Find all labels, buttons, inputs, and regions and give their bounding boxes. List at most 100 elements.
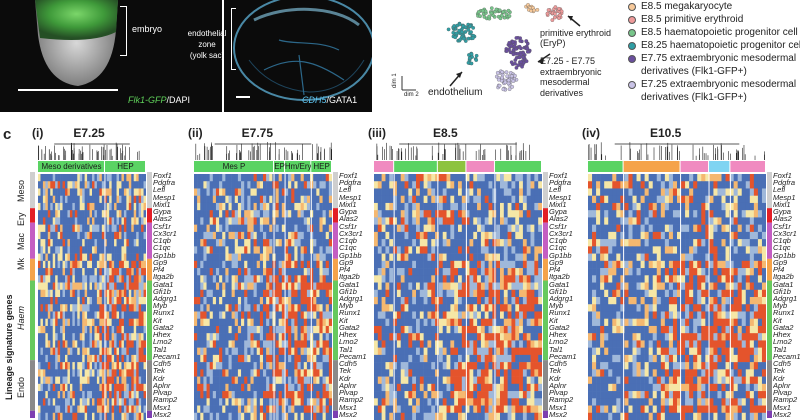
heatmap-cell: [124, 384, 127, 392]
heatmap-cell: [288, 181, 291, 189]
heatmap-cell: [538, 275, 542, 283]
heatmap-cell: [136, 181, 139, 189]
heatmap-cell: [389, 290, 393, 298]
heatmap-cell: [263, 406, 266, 414]
heatmap-cell: [326, 196, 329, 204]
heatmap-cell: [263, 246, 266, 254]
heatmap-cell: [416, 239, 420, 247]
heatmap-cell: [114, 362, 117, 370]
heatmap-cell: [216, 290, 219, 298]
heatmap-cell: [216, 217, 219, 225]
heatmap-cell: [141, 348, 144, 356]
heatmap-cell: [197, 391, 200, 399]
heatmap-cell: [207, 369, 210, 377]
heatmap-cell: [389, 210, 393, 218]
heatmap-cell: [319, 225, 322, 233]
heatmap-cell: [374, 340, 378, 348]
heatmap-cell: [269, 333, 272, 341]
heatmap-cell: [126, 188, 129, 196]
heatmap-cell: [121, 340, 124, 348]
heatmap-cell: [374, 304, 378, 312]
heatmap-cell: [508, 196, 512, 204]
heatmap-cell: [378, 246, 382, 254]
heatmap-cell: [291, 377, 294, 385]
heatmap-cell: [454, 203, 458, 211]
heatmap-cell: [92, 304, 95, 312]
heatmap-cell: [63, 384, 66, 392]
heatmap-cell: [523, 297, 527, 305]
heatmap-cell: [134, 340, 137, 348]
heatmap-cell: [515, 377, 519, 385]
heatmap-cell: [53, 275, 56, 283]
heatmap-cell: [496, 362, 500, 370]
heatmap-cell: [216, 203, 219, 211]
heatmap-cell: [329, 196, 332, 204]
heatmap-cell: [219, 217, 222, 225]
heatmap-cell: [141, 290, 144, 298]
heatmap-cell: [126, 239, 129, 247]
heatmap-cell: [53, 174, 56, 182]
heatmap-cell: [319, 268, 322, 276]
heatmap-cell: [70, 225, 73, 233]
heatmap-cell: [523, 188, 527, 196]
heatmap-cell: [276, 268, 279, 276]
heatmap-cell: [473, 362, 477, 370]
heatmap-cell: [447, 174, 451, 182]
heatmap-cell: [477, 297, 481, 305]
heatmap-cell: [197, 210, 200, 218]
heatmap-cell: [213, 348, 216, 356]
heatmap-cell: [94, 239, 97, 247]
heatmap-cell: [117, 275, 120, 283]
heatmap-cell: [232, 268, 235, 276]
heatmap-cell: [67, 232, 70, 240]
heatmap-cell: [374, 355, 378, 363]
heatmap-cell: [200, 398, 203, 406]
heatmap-cell: [420, 348, 424, 356]
heatmap-cell: [401, 369, 405, 377]
heatmap-cell: [53, 355, 56, 363]
heatmap-cell: [378, 355, 382, 363]
heatmap-cell: [38, 362, 41, 370]
heatmap-cell: [94, 290, 97, 298]
heatmap-cell: [511, 275, 515, 283]
heatmap-cell: [469, 326, 473, 334]
heatmap-cell: [276, 333, 279, 341]
heatmap-cell: [462, 297, 466, 305]
heatmap-cell: [279, 406, 282, 414]
heatmap-cell: [519, 340, 523, 348]
heatmap-cell: [134, 333, 137, 341]
heatmap-cell: [326, 174, 329, 182]
heatmap-cell: [238, 217, 241, 225]
heatmap-cell: [260, 311, 263, 319]
heatmap-cell: [203, 268, 206, 276]
heatmap-cell: [90, 203, 93, 211]
heatmap-cell: [70, 261, 73, 269]
heatmap-cell: [203, 174, 206, 182]
heatmap-cell: [485, 304, 489, 312]
heatmap-cell: [496, 297, 500, 305]
heatmap-cell: [222, 174, 225, 182]
heatmap-cell: [435, 311, 439, 319]
heatmap-cell: [385, 290, 389, 298]
heatmap-cell: [443, 340, 447, 348]
heatmap-cell: [420, 319, 424, 327]
heatmap-cell: [229, 311, 232, 319]
umap-point: [506, 75, 509, 78]
heatmap-cell: [77, 181, 80, 189]
heatmap-cell: [80, 246, 83, 254]
heatmap-cell: [298, 398, 301, 406]
heatmap-cell: [72, 210, 75, 218]
heatmap-cell: [247, 290, 250, 298]
heatmap-cell: [447, 225, 451, 233]
heatmap-cell: [420, 239, 424, 247]
heatmap-cell: [378, 326, 382, 334]
heatmap-cell: [144, 268, 146, 276]
heatmap-cell: [117, 355, 120, 363]
heatmap-cell: [45, 311, 48, 319]
heatmap-cell: [70, 333, 73, 341]
heatmap-cell: [447, 377, 451, 385]
heatmap-cell: [257, 196, 260, 204]
heatmap-cell: [144, 203, 146, 211]
heatmap-cell: [102, 362, 105, 370]
heatmap-cell: [241, 398, 244, 406]
